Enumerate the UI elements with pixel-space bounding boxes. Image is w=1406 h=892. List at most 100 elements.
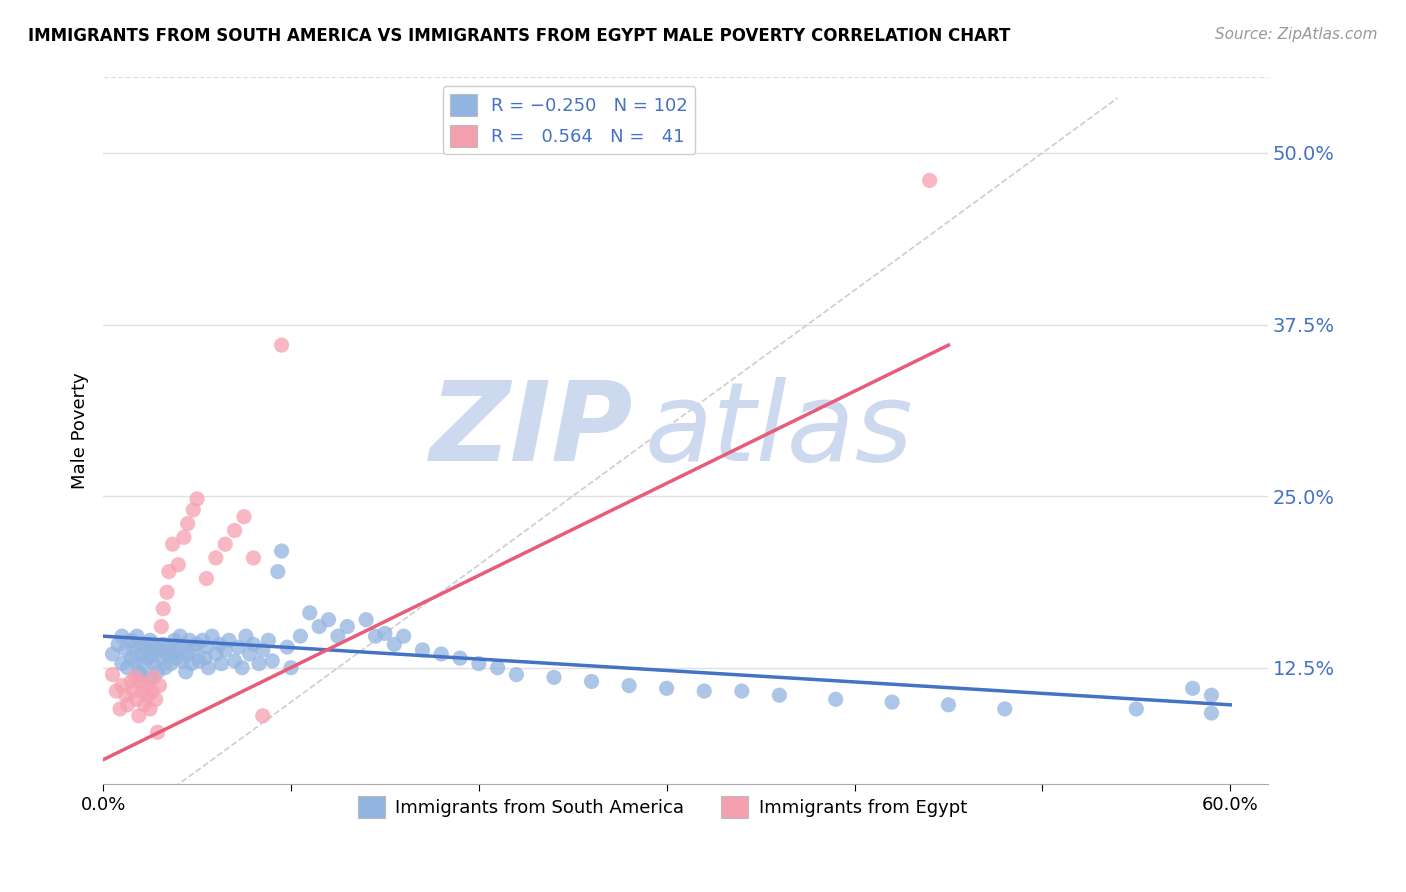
Point: [159, 657, 181, 671]
Point: [449, 651, 471, 665]
Point: [364, 629, 387, 643]
Point: [195, 572, 218, 586]
Point: [267, 565, 290, 579]
Point: [276, 640, 298, 655]
Point: [120, 651, 142, 665]
Point: [152, 637, 174, 651]
Point: [218, 633, 240, 648]
Point: [382, 637, 405, 651]
Point: [186, 491, 208, 506]
Point: [135, 643, 157, 657]
Point: [139, 670, 162, 684]
Point: [176, 647, 198, 661]
Point: [205, 550, 228, 565]
Point: [181, 503, 204, 517]
Point: [174, 665, 197, 679]
Point: [124, 670, 146, 684]
Point: [262, 654, 284, 668]
Point: [134, 637, 156, 651]
Point: [354, 613, 377, 627]
Point: [142, 657, 165, 671]
Point: [173, 640, 195, 655]
Point: [134, 698, 156, 712]
Point: [239, 647, 262, 661]
Point: [543, 670, 565, 684]
Point: [141, 684, 163, 698]
Point: [486, 661, 509, 675]
Point: [252, 708, 274, 723]
Point: [117, 661, 139, 675]
Point: [157, 640, 180, 655]
Point: [298, 606, 321, 620]
Point: [195, 640, 218, 655]
Point: [994, 702, 1017, 716]
Point: [169, 629, 191, 643]
Point: [107, 637, 129, 651]
Point: [1201, 688, 1223, 702]
Point: [136, 651, 159, 665]
Point: [181, 643, 204, 657]
Point: [224, 654, 246, 668]
Point: [122, 684, 145, 698]
Point: [824, 692, 846, 706]
Point: [111, 629, 134, 643]
Point: [101, 667, 124, 681]
Point: [129, 667, 152, 681]
Point: [326, 629, 349, 643]
Point: [120, 633, 142, 648]
Point: [191, 633, 214, 648]
Point: [1201, 706, 1223, 720]
Point: [257, 633, 280, 648]
Point: [617, 679, 640, 693]
Point: [655, 681, 678, 696]
Point: [156, 647, 179, 661]
Point: [139, 633, 162, 648]
Point: [1125, 702, 1147, 716]
Point: [235, 629, 257, 643]
Text: atlas: atlas: [645, 377, 914, 484]
Point: [150, 619, 173, 633]
Legend: Immigrants from South America, Immigrants from Egypt: Immigrants from South America, Immigrant…: [350, 789, 974, 825]
Point: [468, 657, 491, 671]
Point: [124, 654, 146, 668]
Point: [111, 679, 134, 693]
Point: [186, 637, 208, 651]
Point: [146, 665, 169, 679]
Point: [224, 524, 246, 538]
Point: [430, 647, 453, 661]
Point: [131, 684, 153, 698]
Point: [125, 692, 148, 706]
Point: [131, 647, 153, 661]
Point: [411, 643, 433, 657]
Point: [163, 633, 186, 648]
Point: [242, 637, 264, 651]
Point: [374, 626, 396, 640]
Point: [134, 657, 156, 671]
Y-axis label: Male Poverty: Male Poverty: [72, 373, 89, 490]
Point: [117, 698, 139, 712]
Point: [918, 173, 941, 187]
Point: [187, 654, 209, 668]
Point: [280, 661, 302, 675]
Point: [167, 558, 190, 572]
Point: [193, 651, 215, 665]
Point: [336, 619, 359, 633]
Point: [165, 651, 187, 665]
Text: ZIP: ZIP: [430, 377, 633, 484]
Point: [180, 657, 202, 671]
Point: [252, 643, 274, 657]
Point: [392, 629, 415, 643]
Point: [1181, 681, 1204, 696]
Point: [105, 684, 128, 698]
Text: IMMIGRANTS FROM SOUTH AMERICA VS IMMIGRANTS FROM EGYPT MALE POVERTY CORRELATION : IMMIGRANTS FROM SOUTH AMERICA VS IMMIGRA…: [28, 27, 1011, 45]
Point: [247, 657, 270, 671]
Point: [270, 338, 292, 352]
Point: [179, 633, 201, 648]
Point: [731, 684, 754, 698]
Point: [152, 601, 174, 615]
Point: [173, 530, 195, 544]
Point: [505, 667, 527, 681]
Point: [150, 651, 173, 665]
Point: [201, 629, 224, 643]
Point: [211, 657, 233, 671]
